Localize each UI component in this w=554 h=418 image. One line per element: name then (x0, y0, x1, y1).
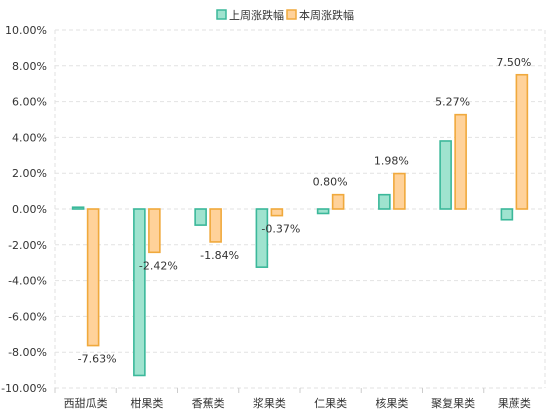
legend-swatch (286, 9, 297, 20)
x-tick-label: 仁果类 (314, 396, 347, 410)
bar-last-week (378, 193, 391, 210)
bar-last-week (255, 208, 269, 268)
legend-label: 上周涨跌幅 (229, 8, 284, 22)
y-axis: 10.00% 8.00% 6.00% 4.00% 2.00% 0.00% -2.00% -4.… (1, 24, 47, 395)
data-label: 0.80% (313, 176, 348, 189)
bar-this-week (454, 113, 467, 210)
y-tick-label: 10.00% (5, 24, 47, 37)
bar-this-week (209, 208, 222, 243)
data-label: 7.50% (496, 56, 531, 69)
data-label: -7.63% (78, 353, 117, 366)
y-tick-label: 4.00% (12, 131, 47, 144)
data-label: -0.37% (261, 223, 300, 236)
x-tick-label: 浆果类 (253, 396, 286, 410)
x-tick-label: 香蕉类 (192, 396, 225, 410)
x-tick-label: 柑果类 (130, 396, 163, 410)
y-tick-label: -6.00% (8, 310, 47, 323)
x-tick-label: 西甜瓜类 (64, 396, 108, 410)
data-labels: -7.63% -2.42% -1.84% -0.37% 0.80% 1.98% 5.27% 7… (78, 56, 532, 366)
legend-swatch (216, 9, 227, 20)
bar-this-week (148, 208, 161, 254)
x-axis: 西甜瓜类 柑果类 香蕉类 浆果类 仁果类 核果类 聚复果类 果蔗类 (54, 388, 531, 410)
legend-label: 本周涨跌幅 (299, 8, 354, 22)
x-tick-label: 聚复果类 (431, 396, 475, 410)
y-tick-label: 8.00% (12, 60, 47, 73)
bar-last-week (316, 208, 330, 215)
y-tick-label: -2.00% (8, 239, 47, 252)
bar-this-week (86, 208, 100, 347)
bar-last-week (439, 140, 452, 210)
bar-last-week (71, 206, 85, 210)
data-label: 1.98% (374, 155, 409, 168)
y-tick-label: 2.00% (12, 167, 47, 180)
bar-last-week (133, 208, 146, 377)
data-label: 5.27% (435, 96, 470, 109)
y-tick-label: -4.00% (8, 275, 47, 288)
bars (71, 73, 529, 377)
bar-last-week (194, 208, 207, 226)
x-tick-label: 果蔗类 (498, 396, 531, 410)
y-tick-label: -10.00% (1, 382, 47, 395)
data-label: -2.42% (139, 259, 178, 272)
gridlines (54, 29, 546, 389)
bar-this-week (393, 172, 406, 210)
bar-this-week (331, 193, 345, 210)
x-tick-label: 核果类 (375, 396, 408, 410)
bar-this-week (270, 208, 284, 217)
bar-last-week (500, 208, 514, 221)
y-tick-label: -8.00% (8, 346, 47, 359)
y-tick-label: 6.00% (12, 96, 47, 109)
bar-this-week (515, 73, 529, 210)
y-tick-label: 0.00% (12, 203, 47, 216)
legend: 上周涨跌幅 本周涨跌幅 (216, 8, 354, 22)
data-label: -1.84% (200, 249, 239, 262)
